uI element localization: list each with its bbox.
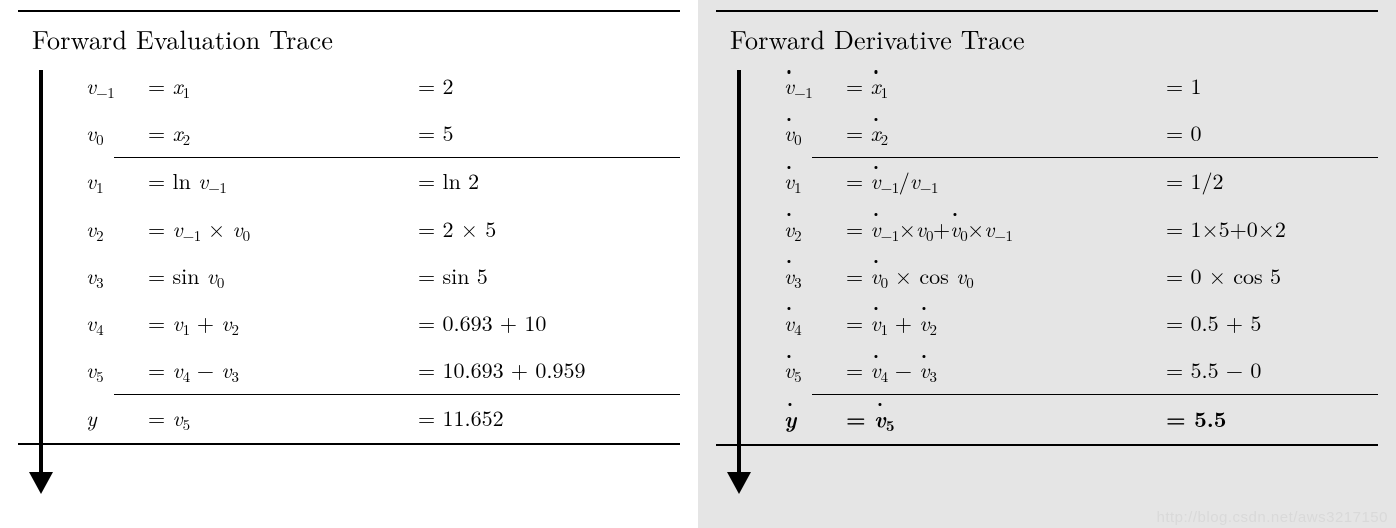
left-title: Forward Evaluation Trace: [32, 20, 680, 57]
table-row: v0= x2= 0: [764, 110, 1378, 157]
row-var: v0: [86, 117, 148, 150]
row-var: v1: [86, 165, 148, 198]
row-val: = 0.693 + 10: [418, 307, 680, 338]
row-var: v−1: [86, 70, 148, 103]
down-arrow-left: [32, 70, 50, 494]
row-var: v3: [86, 260, 148, 293]
top-rule-left: [18, 10, 680, 12]
row-val: = 10.693 + 0.959: [418, 354, 680, 385]
row-expr: = v1 + v2: [148, 307, 418, 340]
row-val: = 2: [418, 70, 680, 101]
bottom-rule-left: [18, 443, 680, 445]
row-expr: = v0 × cos v0: [846, 260, 1166, 293]
top-rule-right: [716, 10, 1378, 12]
table-row: v3= v0 × cos v0= 0 × cos 5: [764, 253, 1378, 300]
row-expr: = x2: [148, 117, 418, 150]
right-title: Forward Derivative Trace: [730, 20, 1378, 57]
row-expr: = v−1 × v0: [148, 213, 418, 246]
row-expr: = v4 − v3: [148, 354, 418, 387]
row-expr: = sin v0: [148, 260, 418, 293]
table-row: y= v5= 5.5: [764, 395, 1378, 443]
left-rows: v−1= x1= 2v0= x2= 5v1= ln v−1= ln 2v2= v…: [66, 63, 680, 443]
table-row: v−1= x1= 2: [66, 63, 680, 110]
row-expr: = v−1×v0+v0×v−1: [846, 213, 1166, 246]
row-var: v2: [86, 213, 148, 246]
row-val: = 0 × cos 5: [1166, 260, 1378, 291]
row-var: v0: [784, 117, 846, 150]
row-val: = 0: [1166, 117, 1378, 148]
row-val: = sin 5: [418, 260, 680, 291]
row-var: v4: [784, 307, 846, 340]
row-var: v1: [784, 165, 846, 198]
row-var: y: [784, 402, 846, 434]
table-row: v2= v−1 × v0= 2 × 5: [66, 206, 680, 253]
row-var: v2: [784, 213, 846, 246]
right-rows: v−1= x1= 1v0= x2= 0v1= v−1/v−1= 1/2v2= v…: [764, 63, 1378, 444]
row-expr: = v4 − v3: [846, 354, 1166, 387]
table-row: v−1= x1= 1: [764, 63, 1378, 110]
row-expr: = x2: [846, 117, 1166, 150]
row-expr: = ln v−1: [148, 165, 418, 198]
row-expr: = x1: [148, 70, 418, 103]
row-var: v−1: [784, 70, 846, 103]
table-row: v0= x2= 5: [66, 110, 680, 157]
row-val: = 5: [418, 117, 680, 148]
row-val: = 2 × 5: [418, 213, 680, 244]
row-expr: = x1: [846, 70, 1166, 103]
row-val: = 5.5 − 0: [1166, 354, 1378, 385]
row-val: = 0.5 + 5: [1166, 307, 1378, 338]
row-val: = 1: [1166, 70, 1378, 101]
table-row: v4= v1 + v2= 0.693 + 10: [66, 300, 680, 347]
forward-eval-panel: Forward Evaluation Trace v−1= x1= 2v0= x…: [0, 0, 698, 528]
row-val: = 1×5+0×2: [1166, 213, 1378, 244]
row-val: = 5.5: [1166, 402, 1378, 434]
row-expr: = v1 + v2: [846, 307, 1166, 340]
row-var: v3: [784, 260, 846, 293]
table-row: v5= v4 − v3= 10.693 + 0.959: [66, 347, 680, 394]
table-row: v4= v1 + v2= 0.5 + 5: [764, 300, 1378, 347]
row-var: v4: [86, 307, 148, 340]
row-val: = 11.652: [418, 402, 680, 433]
row-var: v5: [784, 354, 846, 387]
table-row: y= v5= 11.652: [66, 395, 680, 442]
page: Forward Evaluation Trace v−1= x1= 2v0= x…: [0, 0, 1396, 528]
table-row: v3= sin v0= sin 5: [66, 253, 680, 300]
row-var: y: [86, 402, 148, 433]
row-var: v5: [86, 354, 148, 387]
row-val: = ln 2: [418, 165, 680, 196]
down-arrow-right: [730, 70, 748, 494]
table-row: v1= ln v−1= ln 2: [66, 158, 680, 205]
table-row: v1= v−1/v−1= 1/2: [764, 158, 1378, 205]
watermark: http://blog.csdn.net/aws3217150: [1157, 509, 1389, 526]
table-row: v5= v4 − v3= 5.5 − 0: [764, 347, 1378, 394]
bottom-rule-right: [716, 444, 1378, 446]
row-val: = 1/2: [1166, 165, 1378, 196]
row-expr: = v−1/v−1: [846, 165, 1166, 198]
forward-deriv-panel: Forward Derivative Trace v−1= x1= 1v0= x…: [698, 0, 1396, 528]
row-expr: = v5: [148, 402, 418, 435]
row-expr: = v5: [846, 402, 1166, 436]
table-row: v2= v−1×v0+v0×v−1= 1×5+0×2: [764, 206, 1378, 253]
